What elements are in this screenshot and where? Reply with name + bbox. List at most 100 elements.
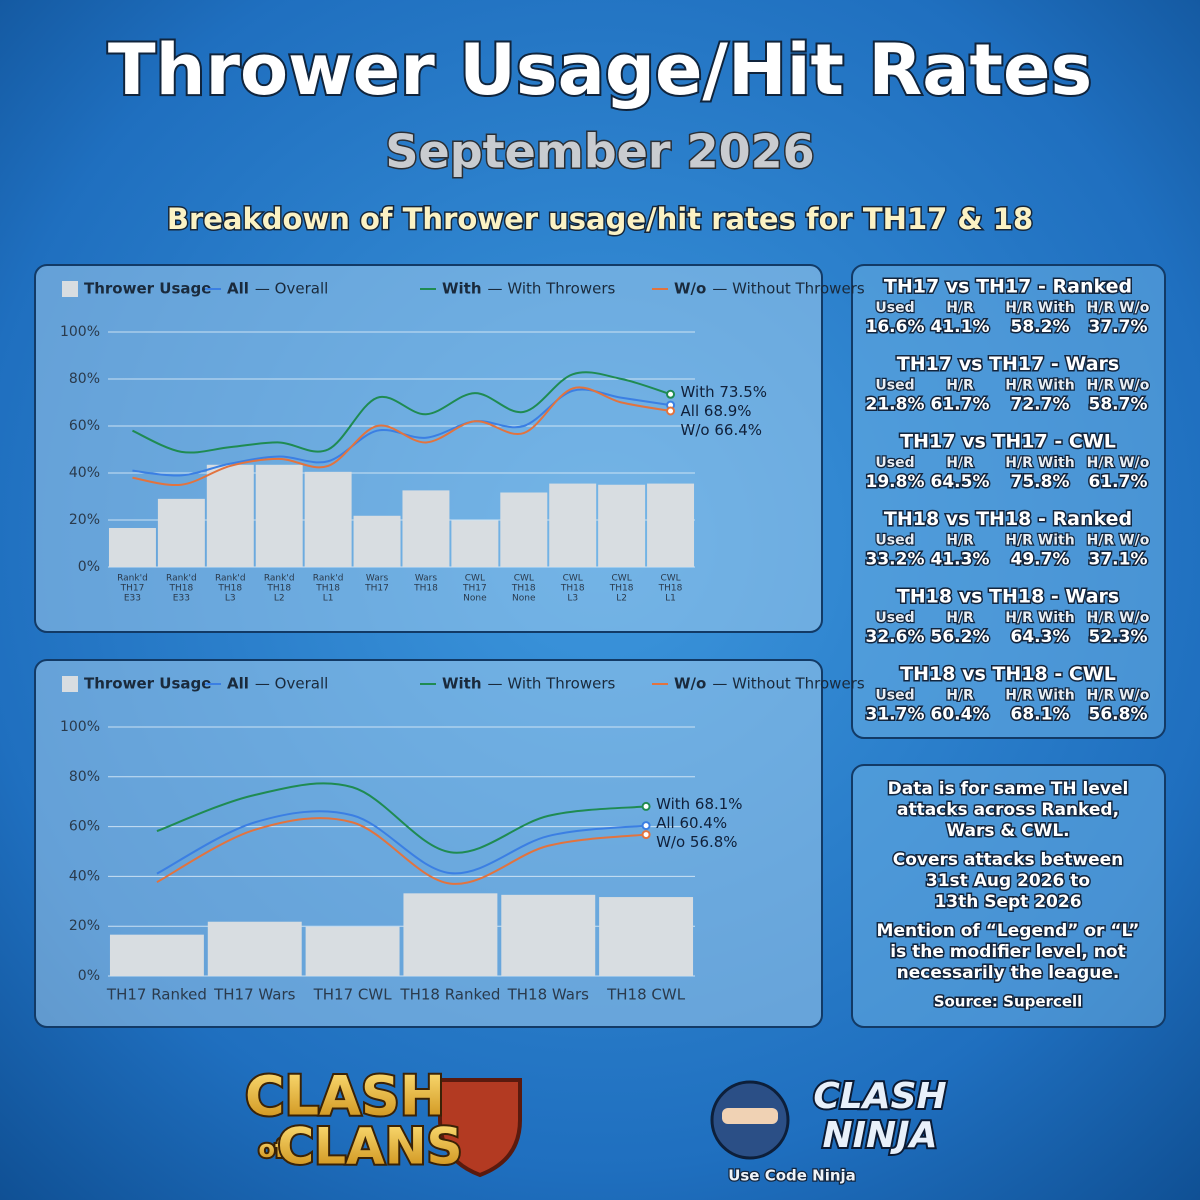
notes-panel <box>851 764 1166 1028</box>
legend-label: — With Throwers <box>488 280 616 298</box>
bar <box>549 483 597 567</box>
bar <box>647 483 695 567</box>
stats-header: H/R W/o <box>1087 610 1150 626</box>
stats-value: 52.3% <box>1089 627 1148 647</box>
stats-value: 72.7% <box>1011 395 1070 415</box>
bar <box>353 515 401 567</box>
stats-header: H/R <box>946 533 974 549</box>
x-tick-label: Rank'd <box>117 574 148 584</box>
x-tick-label: TH18 <box>413 584 438 594</box>
legend-label: — Overall <box>255 280 328 298</box>
x-tick-label: TH17 <box>462 584 487 594</box>
x-tick-label: TH17 <box>364 584 389 594</box>
logo-text: NINJA <box>823 1115 938 1156</box>
x-tick-label: TH18 <box>560 584 585 594</box>
ninja-eyes <box>722 1108 778 1124</box>
stats-value: 58.2% <box>1011 317 1070 337</box>
x-tick-label: TH18 <box>315 584 340 594</box>
x-tick-label: Rank'd <box>166 574 197 584</box>
bar <box>109 934 204 976</box>
legend-name: W/o <box>674 675 706 693</box>
bar <box>501 894 596 976</box>
stats-title: TH17 vs TH17 - Ranked <box>884 276 1132 298</box>
x-tick-label: L1 <box>323 594 334 604</box>
bar <box>402 490 450 567</box>
end-label: With 68.1% <box>656 795 742 813</box>
logo-text: CLANS <box>277 1118 462 1176</box>
y-tick-label: 40% <box>69 868 100 884</box>
stats-value: 64.3% <box>1011 627 1070 647</box>
stats-value: 31.7% <box>866 705 925 725</box>
logo-text: of <box>259 1135 286 1163</box>
stats-header: H/R With <box>1005 300 1074 316</box>
stats-header: H/R <box>946 688 974 704</box>
shield-icon <box>438 1078 522 1178</box>
x-tick-label: Wars <box>415 574 438 584</box>
y-tick-label: 100% <box>60 719 100 735</box>
stats-value: 49.7% <box>1011 550 1070 570</box>
logo-text: CLASH <box>245 1065 445 1128</box>
legend-name: All <box>227 675 249 693</box>
stats-header: Used <box>875 300 914 316</box>
stats-value: 32.6% <box>866 627 925 647</box>
x-tick-label: CWL <box>660 574 680 584</box>
bar <box>451 520 499 567</box>
line <box>156 817 647 885</box>
x-tick-label: L2 <box>616 594 627 604</box>
note-text: necessarily the league. <box>897 963 1120 983</box>
y-tick-label: 20% <box>69 918 100 934</box>
stats-title: TH18 vs TH18 - Ranked <box>884 508 1132 530</box>
end-point <box>666 406 676 416</box>
bar <box>500 492 548 567</box>
x-tick-label: Rank'd <box>264 574 295 584</box>
stats-title: TH18 vs TH18 - Wars <box>897 586 1119 608</box>
y-tick-label: 20% <box>69 512 100 528</box>
stats-value: 37.7% <box>1089 317 1148 337</box>
legend-name: All <box>227 280 249 298</box>
end-point <box>641 821 651 831</box>
x-tick-label: CWL <box>514 574 534 584</box>
bar <box>207 921 302 976</box>
x-tick-label: Wars <box>366 574 389 584</box>
legend-name: Thrower Usage <box>84 675 211 693</box>
x-tick-label: TH18 <box>266 584 291 594</box>
bar <box>108 527 156 567</box>
x-tick-label: E33 <box>173 594 190 604</box>
note-text: attacks across Ranked, <box>897 800 1119 820</box>
x-tick-label: TH17 Ranked <box>106 986 207 1004</box>
stats-value: 61.7% <box>1089 472 1148 492</box>
stats-value: 56.8% <box>1089 705 1148 725</box>
legend-label: — Without Throwers <box>712 675 865 693</box>
bar <box>599 897 694 976</box>
end-label: All 60.4% <box>656 814 727 832</box>
legend-label: — Overall <box>255 675 328 693</box>
x-tick-label: L2 <box>274 594 285 604</box>
note-text: is the modifier level, not <box>890 942 1125 962</box>
end-label: With 73.5% <box>681 383 767 401</box>
y-tick-label: 60% <box>69 819 100 835</box>
end-point <box>666 389 676 399</box>
x-tick-label: CWL <box>465 574 485 584</box>
end-point <box>641 830 651 840</box>
x-tick-label: TH18 <box>658 584 683 594</box>
x-tick-label: TH17 Wars <box>213 986 296 1004</box>
stats-value: 61.7% <box>931 395 990 415</box>
stats-value: 60.4% <box>931 705 990 725</box>
bar <box>598 484 646 567</box>
x-tick-label: None <box>512 594 536 604</box>
x-tick-label: L1 <box>665 594 676 604</box>
note-text: 31st Aug 2026 to <box>926 871 1090 891</box>
y-tick-label: 0% <box>78 559 100 575</box>
x-tick-label: TH18 <box>169 584 194 594</box>
stats-value: 41.3% <box>931 550 990 570</box>
stats-header: H/R W/o <box>1087 378 1150 394</box>
stats-value: 58.7% <box>1089 395 1148 415</box>
bar <box>403 893 498 976</box>
stats-title: TH18 vs TH18 - CWL <box>900 663 1116 685</box>
legend-swatch <box>62 676 78 692</box>
y-tick-label: 80% <box>69 769 100 785</box>
y-tick-label: 40% <box>69 465 100 481</box>
stats-value: 75.8% <box>1011 472 1070 492</box>
stats-value: 68.1% <box>1011 705 1070 725</box>
